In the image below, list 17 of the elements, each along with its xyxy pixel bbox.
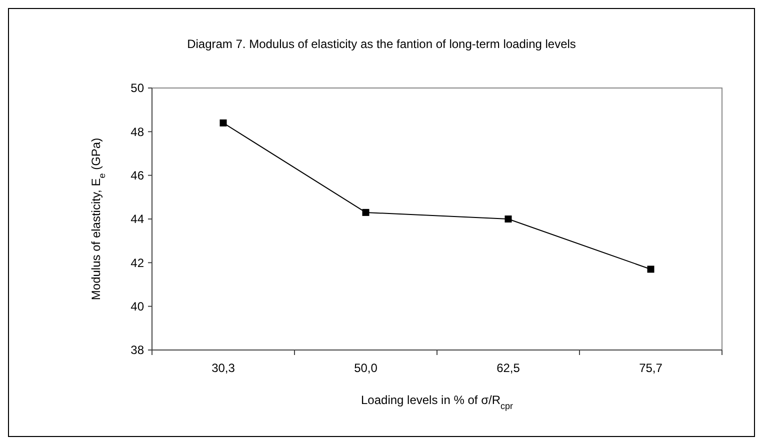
y-tick-label: 46 <box>130 168 144 183</box>
y-tick-label: 42 <box>130 256 144 270</box>
x-tick-label: 75,7 <box>639 361 663 375</box>
x-tick-label: 62,5 <box>496 361 520 375</box>
x-axis-title: Loading levels in % of σ/R$_{cpr}$ <box>361 393 513 411</box>
y-tick-label: 40 <box>130 300 144 314</box>
y-tick-label: 48 <box>130 124 144 139</box>
y-tick-label: 38 <box>130 343 144 358</box>
x-tick-label: 30,3 <box>212 361 236 375</box>
point <box>362 208 370 216</box>
point <box>647 266 654 273</box>
x-tick-label: 50,0 <box>354 361 378 375</box>
point <box>504 216 512 222</box>
y-tick-label: 50 <box>130 81 144 96</box>
y-tick-label: 44 <box>130 212 144 226</box>
point <box>220 119 227 126</box>
chart-title: Diagram 7. Modulus of elasticity as the fantion of long-term loading levels <box>187 37 576 51</box>
